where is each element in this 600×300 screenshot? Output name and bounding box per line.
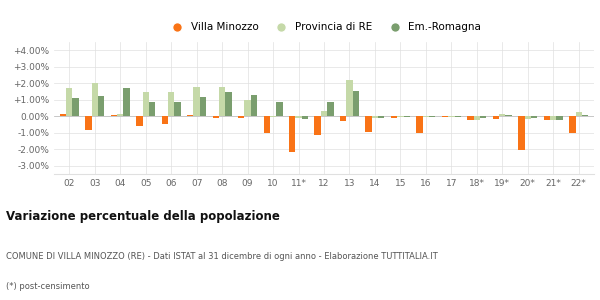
Bar [238, 116, 244, 118]
Bar [302, 116, 308, 119]
Bar [448, 116, 455, 117]
Bar [263, 116, 270, 133]
Bar [493, 116, 499, 119]
Bar [327, 102, 334, 116]
Bar [346, 80, 353, 116]
Text: (*) post-censimento: (*) post-censimento [6, 282, 89, 291]
Bar [416, 116, 423, 133]
Bar [251, 95, 257, 116]
Bar [544, 116, 550, 119]
Bar [467, 116, 473, 119]
Bar [397, 116, 404, 117]
Bar [73, 98, 79, 116]
Bar [92, 83, 98, 116]
Bar [244, 100, 251, 116]
Bar [429, 116, 436, 117]
Bar [524, 116, 531, 119]
Bar [442, 116, 448, 117]
Bar [193, 87, 200, 116]
Bar [473, 116, 480, 119]
Bar [505, 115, 512, 116]
Bar [404, 116, 410, 117]
Bar [378, 116, 385, 118]
Bar [168, 92, 175, 116]
Bar [295, 116, 302, 118]
Bar [575, 112, 582, 116]
Bar [60, 114, 66, 116]
Bar [124, 88, 130, 116]
Bar [219, 86, 225, 116]
Bar [569, 116, 575, 133]
Bar [276, 102, 283, 116]
Bar [556, 116, 563, 120]
Bar [98, 96, 104, 116]
Bar [143, 92, 149, 116]
Bar [110, 115, 117, 116]
Bar [136, 116, 143, 126]
Legend: Villa Minozzo, Provincia di RE, Em.-Romagna: Villa Minozzo, Provincia di RE, Em.-Roma… [163, 18, 485, 37]
Bar [518, 116, 524, 150]
Bar [200, 97, 206, 116]
Bar [391, 116, 397, 118]
Bar [499, 114, 505, 116]
Bar [289, 116, 295, 152]
Bar [85, 116, 92, 130]
Bar [161, 116, 168, 124]
Text: COMUNE DI VILLA MINOZZO (RE) - Dati ISTAT al 31 dicembre di ogni anno - Elaboraz: COMUNE DI VILLA MINOZZO (RE) - Dati ISTA… [6, 252, 438, 261]
Bar [321, 111, 327, 116]
Bar [550, 116, 556, 119]
Bar [372, 116, 378, 118]
Bar [365, 116, 372, 132]
Bar [353, 91, 359, 116]
Bar [225, 92, 232, 116]
Bar [480, 116, 487, 118]
Text: Variazione percentuale della popolazione: Variazione percentuale della popolazione [6, 210, 280, 223]
Bar [423, 116, 429, 117]
Bar [175, 102, 181, 116]
Bar [340, 116, 346, 121]
Bar [314, 116, 321, 135]
Bar [212, 116, 219, 118]
Bar [117, 114, 124, 116]
Bar [149, 102, 155, 116]
Bar [582, 115, 588, 116]
Bar [531, 116, 538, 118]
Bar [270, 116, 276, 117]
Bar [66, 88, 73, 116]
Bar [455, 116, 461, 117]
